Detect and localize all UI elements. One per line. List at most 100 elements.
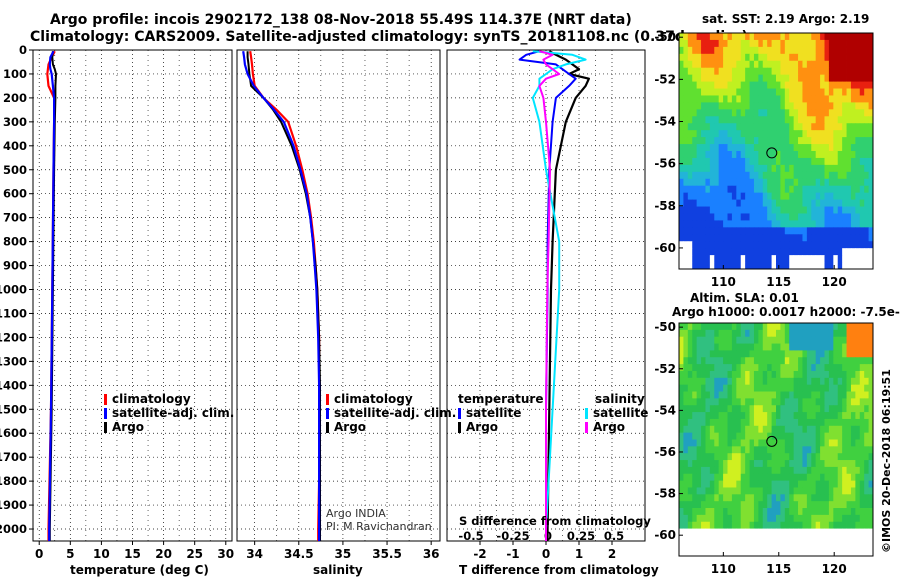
map-cell: [736, 405, 742, 413]
map-cell: [727, 178, 733, 187]
map-cell: [718, 151, 724, 159]
map-cell: [740, 262, 746, 270]
map-cell: [776, 480, 781, 488]
map-cell: [784, 109, 790, 117]
map-cell: [850, 357, 856, 365]
map-cell: [731, 178, 737, 187]
map-cell: [709, 453, 715, 461]
map-cell: [679, 460, 684, 468]
map-cell: [811, 67, 817, 76]
map-cell: [679, 412, 684, 420]
map-cell: [798, 192, 803, 200]
map-cell: [687, 323, 693, 331]
map-cell: [758, 53, 764, 62]
map-cell: [846, 255, 852, 263]
map-cell: [723, 53, 728, 62]
map-cell: [696, 255, 702, 263]
map-cell: [846, 53, 852, 62]
map-cell: [859, 432, 865, 440]
map-cell: [868, 81, 874, 89]
s-difference-axis-label: S difference from climatology: [459, 514, 651, 528]
map-cell: [740, 432, 746, 440]
map-cell: [701, 248, 706, 256]
map-cell: [714, 109, 720, 117]
map-cell: [692, 432, 698, 440]
map-cell: [740, 157, 746, 166]
map-cell: [776, 95, 781, 103]
map-cell: [828, 508, 834, 516]
map-cell: [833, 535, 839, 543]
map-cell: [820, 453, 825, 461]
map-cell: [701, 199, 706, 207]
map-cell: [705, 227, 711, 235]
map-cell: [842, 418, 847, 427]
map-cell: [789, 241, 795, 249]
map-cell: [736, 95, 742, 103]
map-cell: [679, 130, 684, 138]
map-cell: [696, 549, 702, 557]
map-cell: [811, 439, 817, 447]
map-cell: [745, 109, 750, 117]
map-cell: [679, 171, 684, 180]
map-cell: [842, 137, 847, 145]
map-cell: [718, 102, 724, 110]
map-cell: [868, 60, 874, 69]
map-cell: [709, 501, 715, 509]
map-cell: [679, 501, 684, 509]
map-cell: [820, 241, 825, 249]
map-cell: [749, 137, 755, 145]
map-cell: [749, 151, 755, 159]
map-cell: [784, 220, 790, 228]
map-cell: [789, 178, 795, 187]
map-cell: [683, 220, 689, 228]
map-cell: [793, 549, 799, 557]
map-cell: [740, 384, 746, 392]
map-cell: [855, 60, 861, 69]
map-cell: [696, 336, 702, 344]
map-cell: [789, 350, 795, 358]
map-cell: [789, 494, 795, 502]
map-cell: [731, 494, 737, 502]
y-tick-label: 600: [3, 187, 27, 201]
map-cell: [705, 528, 711, 536]
map-cell: [679, 206, 684, 214]
map-cell: [784, 508, 790, 516]
map-cell: [793, 151, 799, 159]
map-cell: [855, 466, 861, 475]
map-cell: [709, 81, 715, 89]
map-cell: [762, 248, 768, 256]
map-cell: [780, 130, 786, 138]
map-cell: [784, 425, 790, 434]
map-cell: [762, 528, 768, 536]
map-cell: [824, 164, 830, 173]
map-cell: [776, 171, 781, 180]
map-cell: [731, 336, 737, 344]
map-cell: [806, 53, 812, 62]
map-cell: [780, 67, 786, 76]
map-cell: [828, 53, 834, 62]
map-cell: [824, 398, 830, 406]
map-cell: [824, 178, 830, 187]
map-cell: [846, 116, 852, 124]
map-cell: [705, 405, 711, 413]
map-cell: [842, 178, 847, 187]
map-cell: [811, 336, 817, 344]
map-cell: [815, 350, 821, 358]
map-cell: [683, 329, 689, 338]
map-cell: [687, 412, 693, 420]
legend-sal-satellite: satellite: [585, 406, 648, 420]
map-cell: [789, 336, 795, 344]
map-cell: [687, 521, 693, 529]
map-cell: [745, 357, 750, 365]
map-cell: [723, 370, 728, 379]
map-cell: [692, 343, 698, 351]
map-cell: [762, 521, 768, 529]
map-cell: [749, 418, 755, 427]
map-cell: [714, 206, 720, 214]
map-cell: [859, 39, 865, 48]
map-cell: [828, 102, 834, 110]
map-y-tick-label: -52: [654, 362, 676, 376]
map-cell: [789, 102, 795, 110]
map-cell: [683, 255, 689, 263]
map-cell: [868, 199, 874, 207]
